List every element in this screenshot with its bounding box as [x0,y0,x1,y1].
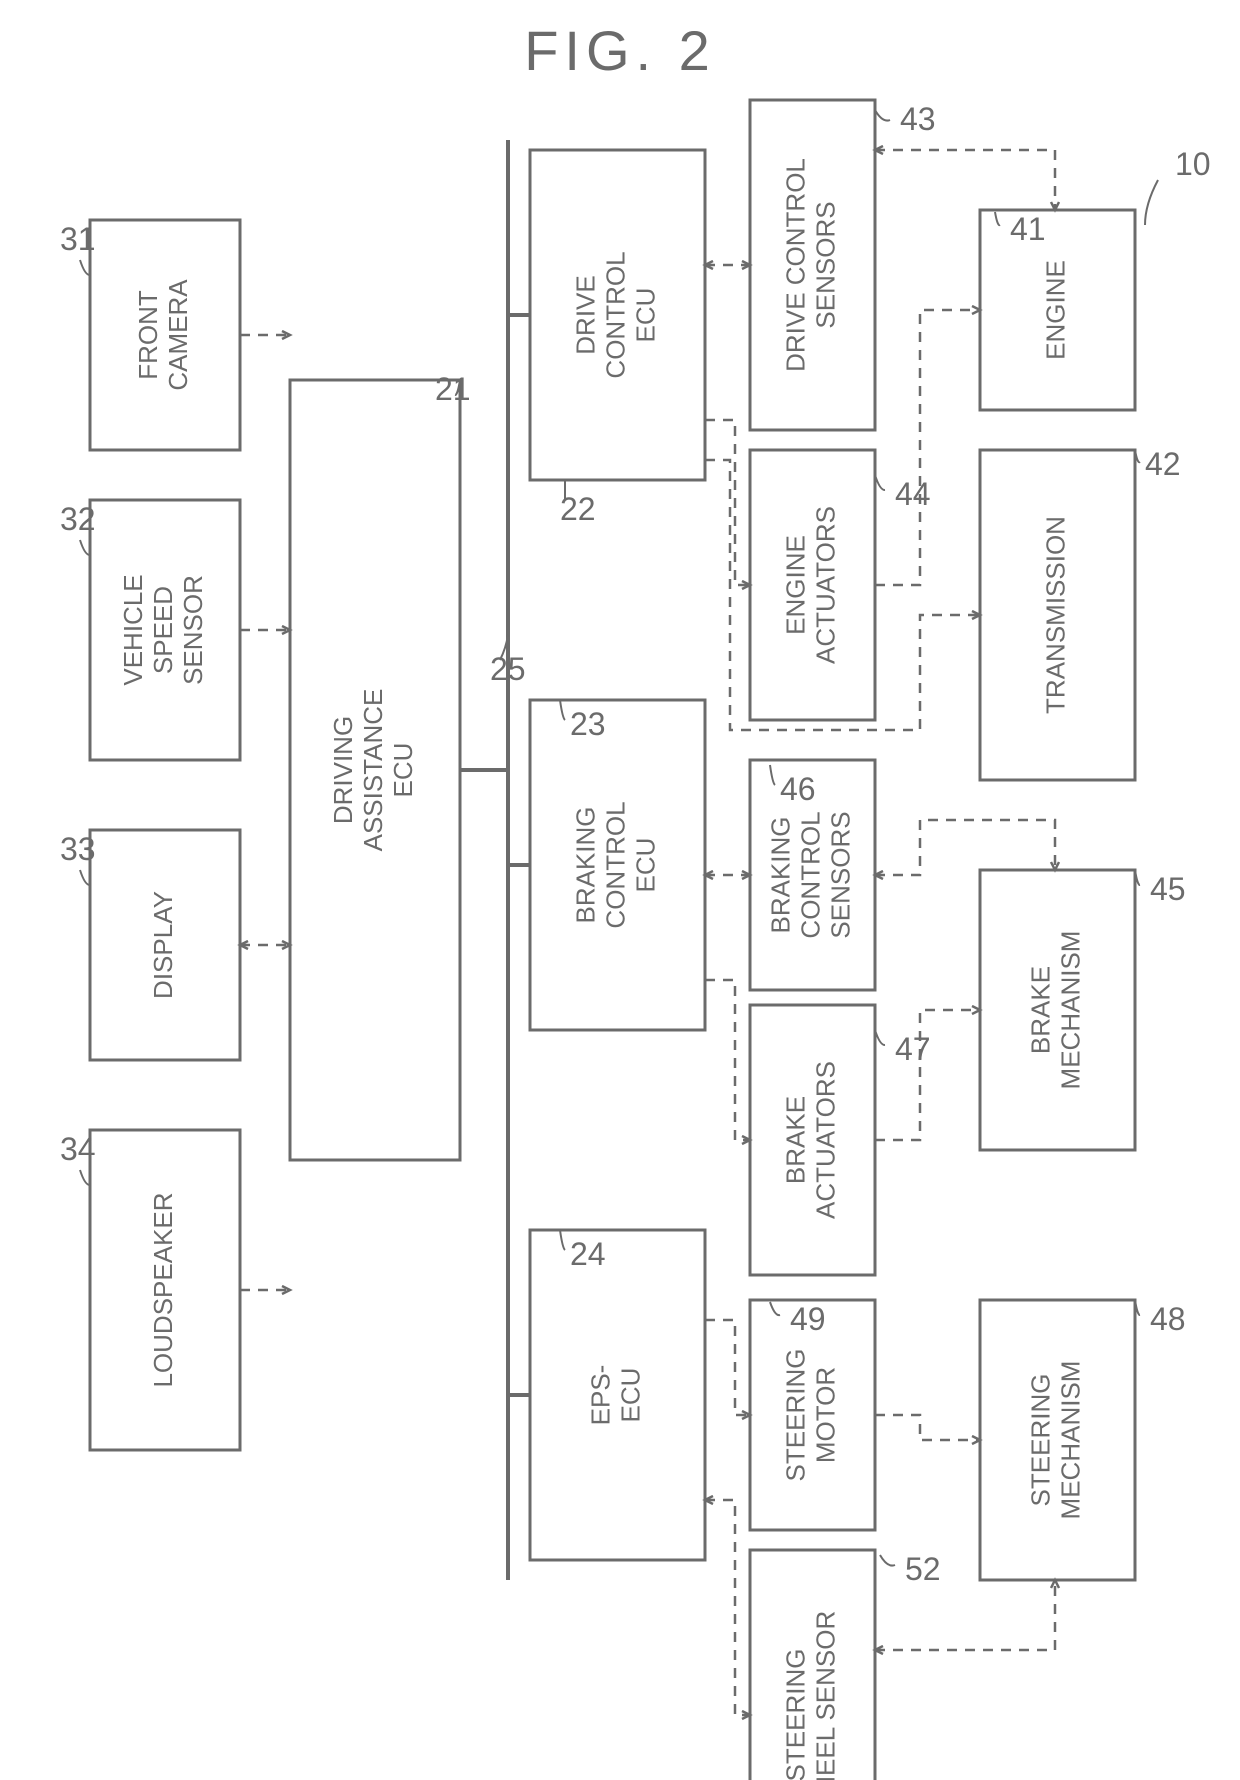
ref-front_camera: 31 [60,221,96,257]
node-label-loudspeaker: LOUDSPEAKER [148,1192,178,1387]
link-steering_wheel_sensor-to-steering_mechanism [875,1580,1055,1650]
ref-braking_control_ecu: 23 [570,706,606,742]
node-label-braking_control_ecu: BRAKINGCONTROLECU [570,801,660,928]
svg-text:ASSISTANCE: ASSISTANCE [358,689,388,852]
figure-title: FIG. 2 [524,19,716,82]
system-ref: 10 [1175,146,1211,182]
ref-driving_assist_ecu: 21 [435,371,471,407]
system-ref-leader [1145,180,1158,225]
node-label-engine_actuators: ENGINEACTUATORS [780,506,840,664]
svg-text:WHEEL SENSOR: WHEEL SENSOR [810,1611,840,1780]
svg-text:ECU: ECU [630,838,660,893]
svg-text:BRAKING: BRAKING [765,816,795,933]
svg-text:VEHICLE: VEHICLE [118,574,148,685]
svg-text:TRANSMISSION: TRANSMISSION [1040,516,1070,714]
svg-text:ECU: ECU [388,743,418,798]
svg-text:SENSOR: SENSOR [178,575,208,685]
node-label-engine: ENGINE [1040,260,1070,360]
ref-steering_wheel_sensor: 52 [905,1551,941,1587]
svg-text:DISPLAY: DISPLAY [148,891,178,999]
node-label-display: DISPLAY [148,891,178,999]
svg-text:MECHANISM: MECHANISM [1055,931,1085,1090]
ref-brake_actuators: 47 [895,1031,931,1067]
link-eps_ecu-to-steering_wheel_sensor [705,1500,750,1715]
ref-transmission: 42 [1145,446,1181,482]
ref-loudspeaker: 34 [60,1131,96,1167]
ref-leader-steering_motor [770,1302,780,1315]
link-eps_ecu-to-steering_motor [705,1320,750,1415]
ref-engine: 41 [1010,211,1046,247]
svg-text:SPEED: SPEED [148,586,178,674]
node-label-transmission: TRANSMISSION [1040,516,1070,714]
ref-leader-engine [995,212,1000,225]
svg-text:BRAKE: BRAKE [1025,966,1055,1054]
svg-text:MOTOR: MOTOR [810,1367,840,1463]
ref-leader-braking_sensors [770,765,775,785]
svg-text:ACTUATORS: ACTUATORS [810,1061,840,1219]
svg-text:DRIVE CONTROL: DRIVE CONTROL [780,158,810,372]
svg-text:ACTUATORS: ACTUATORS [810,506,840,664]
node-label-speed_sensor: VEHICLESPEEDSENSOR [118,574,208,685]
ref-engine_actuators: 44 [895,476,931,512]
svg-text:MECHANISM: MECHANISM [1055,1361,1085,1520]
svg-text:BRAKING: BRAKING [570,806,600,923]
link-drive_control_sensors-to-engine [875,150,1055,210]
link-steering_motor-to-steering_mechanism [875,1415,980,1440]
svg-text:BRAKE: BRAKE [780,1096,810,1184]
ref-drive_control_sensors: 43 [900,101,936,137]
svg-text:LOUDSPEAKER: LOUDSPEAKER [148,1192,178,1387]
node-label-steering_wheel_sensor: STEERINGWHEEL SENSOR [780,1611,840,1780]
ref-leader-drive_control_sensors [875,110,890,121]
svg-text:ENGINE: ENGINE [1040,260,1070,360]
svg-text:EPS-: EPS- [585,1365,615,1426]
svg-text:CONTROL: CONTROL [795,811,825,938]
ref-eps_ecu: 24 [570,1236,606,1272]
node-label-brake_mechanism: BRAKEMECHANISM [1025,931,1085,1090]
link-braking_control_ecu-to-brake_actuators [705,980,750,1140]
node-label-brake_actuators: BRAKEACTUATORS [780,1061,840,1219]
node-label-drive_control_sensors: DRIVE CONTROLSENSORS [780,158,840,372]
svg-text:ECU: ECU [630,288,660,343]
svg-text:ECU: ECU [615,1368,645,1423]
node-label-front_camera: FRONTCAMERA [133,279,193,391]
svg-text:FRONT: FRONT [133,290,163,380]
ref-steering_motor: 49 [790,1301,826,1337]
ref-leader-eps_ecu [560,1230,565,1250]
svg-text:CONTROL: CONTROL [600,801,630,928]
link-drive_control_ecu-to-transmission [705,460,980,730]
svg-text:ENGINE: ENGINE [780,535,810,635]
node-label-steering_motor: STEERINGMOTOR [780,1349,840,1482]
node-label-eps_ecu: EPS-ECU [585,1365,645,1426]
ref-braking_sensors: 46 [780,771,816,807]
ref-bus: 25 [490,651,526,687]
svg-text:DRIVE: DRIVE [570,275,600,354]
link-brake_actuators-to-brake_mechanism [875,1010,980,1140]
node-label-drive_control_ecu: DRIVECONTROLECU [570,251,660,378]
svg-text:STEERING: STEERING [1025,1374,1055,1507]
svg-text:DRIVING: DRIVING [328,716,358,824]
svg-text:STEERING: STEERING [780,1349,810,1482]
node-label-braking_sensors: BRAKINGCONTROLSENSORS [765,811,855,938]
svg-text:SENSORS: SENSORS [810,201,840,328]
link-braking_sensors-to-brake_mechanism [875,820,1055,875]
svg-text:STEERING: STEERING [780,1649,810,1780]
block-diagram: FIG. 2 10 FRONTCAMERA VEHICLESPEEDSENSOR DIS… [0,0,1240,1780]
ref-leader-steering_wheel_sensor [880,1555,895,1566]
ref-leader-braking_control_ecu [560,700,565,720]
ref-display: 33 [60,831,96,867]
svg-text:CONTROL: CONTROL [600,251,630,378]
link-engine_actuators-to-engine [875,310,980,585]
svg-text:SENSORS: SENSORS [825,811,855,938]
svg-text:CAMERA: CAMERA [163,279,193,391]
ref-speed_sensor: 32 [60,501,96,537]
node-label-steering_mechanism: STEERINGMECHANISM [1025,1361,1085,1520]
link-drive_control_ecu-to-engine_actuators [705,420,750,585]
ref-steering_mechanism: 48 [1150,1301,1186,1337]
node-label-driving_assist_ecu: DRIVINGASSISTANCEECU [328,689,418,852]
ref-brake_mechanism: 45 [1150,871,1186,907]
